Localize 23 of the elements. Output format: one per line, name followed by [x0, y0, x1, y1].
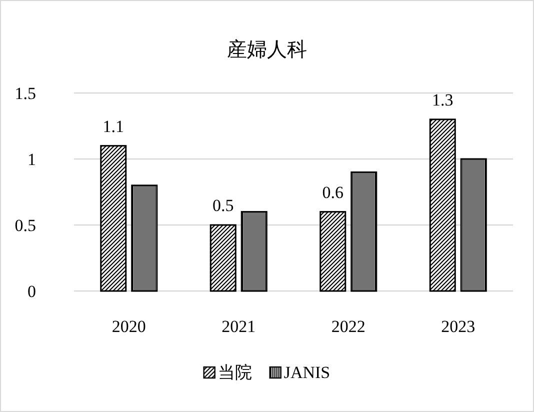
bar	[350, 171, 378, 292]
data-label: 1.1	[102, 116, 124, 136]
y-tick-label: 1	[28, 150, 36, 169]
bar	[320, 211, 346, 292]
bar	[240, 211, 268, 292]
data-label: 0.6	[322, 182, 344, 202]
x-tick-label: 2022	[331, 317, 366, 336]
data-label: 0.5	[212, 196, 234, 215]
bar	[429, 118, 456, 292]
bar	[100, 145, 127, 292]
data-label: 1.3	[432, 90, 454, 110]
chart-title: 産婦人科	[227, 39, 307, 61]
legend-label: 当院	[218, 363, 252, 382]
x-tick-label: 2021	[222, 317, 256, 336]
y-tick-label: 0	[28, 282, 36, 301]
x-tick-label: 2020	[112, 317, 146, 336]
y-tick-label: 0.5	[14, 216, 36, 235]
legend-label: JANIS	[284, 363, 330, 382]
x-tick-label: 2023	[441, 317, 476, 336]
bar	[460, 158, 487, 292]
y-tick-label: 1.5	[14, 84, 36, 103]
bar	[131, 184, 158, 292]
bar	[210, 224, 236, 292]
